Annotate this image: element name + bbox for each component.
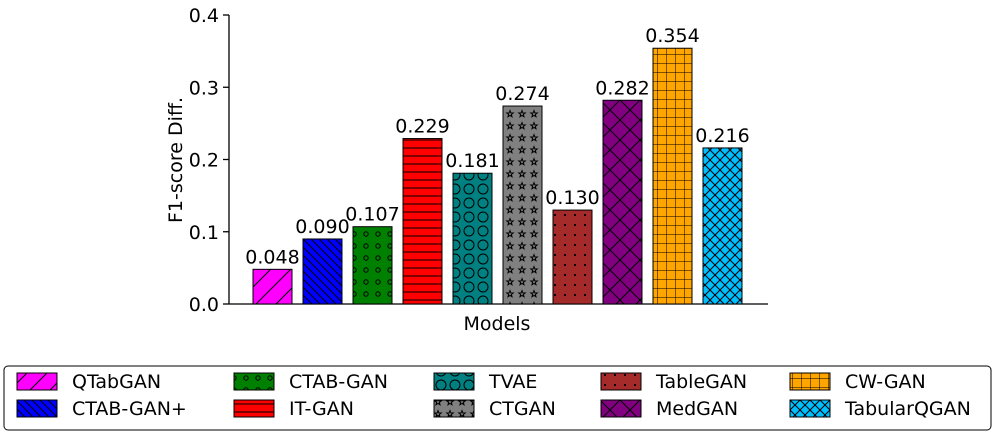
- legend-swatch-hatch: [16, 372, 58, 391]
- legend-label: IT-GAN: [289, 398, 354, 420]
- legend-swatch-hatch: [16, 399, 58, 418]
- legend-label: QTabGAN: [72, 371, 161, 393]
- data-label: 0.181: [445, 150, 499, 172]
- bar-hatch: [452, 172, 493, 305]
- legend-label: TableGAN: [655, 371, 747, 393]
- legend-swatch-hatch: [600, 372, 642, 391]
- legend-label: CTAB-GAN+: [72, 398, 187, 420]
- legend-label: CTGAN: [489, 398, 556, 420]
- legend-label: MedGAN: [656, 398, 738, 420]
- bar-hatch: [402, 138, 443, 305]
- y-ticks: 0.0 0.1 0.2 0.3 0.4: [189, 5, 229, 316]
- legend: QTabGAN CTAB-GAN+ CTAB-GAN IT-GAN TVAE CTGAN T…: [3, 365, 992, 431]
- legend-label: TVAE: [488, 371, 537, 393]
- legend-swatch-hatch: [789, 399, 831, 418]
- data-label: 0.274: [495, 83, 549, 105]
- y-tick-label: 0.1: [189, 222, 219, 244]
- data-label: 0.107: [345, 204, 399, 226]
- data-label: 0.216: [695, 125, 749, 147]
- legend-label: CW-GAN: [845, 371, 926, 393]
- legend-label: CTAB-GAN: [289, 371, 388, 393]
- legend-swatch-hatch: [433, 372, 475, 391]
- legend-swatch-hatch: [433, 399, 475, 418]
- y-tick-label: 0.4: [189, 5, 219, 27]
- y-tick-label: 0.3: [189, 77, 219, 99]
- y-tick-label: 0.0: [189, 294, 219, 316]
- legend-swatch-hatch: [233, 399, 275, 418]
- bar-hatch: [702, 147, 743, 305]
- x-axis-title: Models: [464, 313, 531, 335]
- legend-swatch-hatch: [600, 399, 642, 418]
- bar-hatch: [352, 226, 393, 305]
- bar-hatch: [302, 238, 343, 305]
- data-label: 0.048: [245, 246, 299, 268]
- bar-hatch: [502, 105, 543, 305]
- legend-swatch-hatch: [789, 372, 831, 391]
- data-label: 0.354: [645, 25, 699, 47]
- y-tick-label: 0.2: [189, 150, 219, 172]
- bar-hatch: [652, 47, 693, 305]
- data-label: 0.282: [595, 77, 649, 99]
- bars: [252, 47, 743, 305]
- data-label: 0.130: [545, 187, 599, 209]
- bar-hatch: [602, 99, 643, 305]
- bar-hatch: [552, 209, 593, 305]
- y-axis-title: F1-score Diff.: [165, 97, 187, 223]
- legend-swatch-hatch: [233, 372, 275, 391]
- data-label: 0.090: [295, 216, 349, 238]
- legend-label: TabularQGAN: [844, 398, 971, 420]
- data-label: 0.229: [395, 116, 449, 138]
- bar-hatch: [252, 268, 293, 305]
